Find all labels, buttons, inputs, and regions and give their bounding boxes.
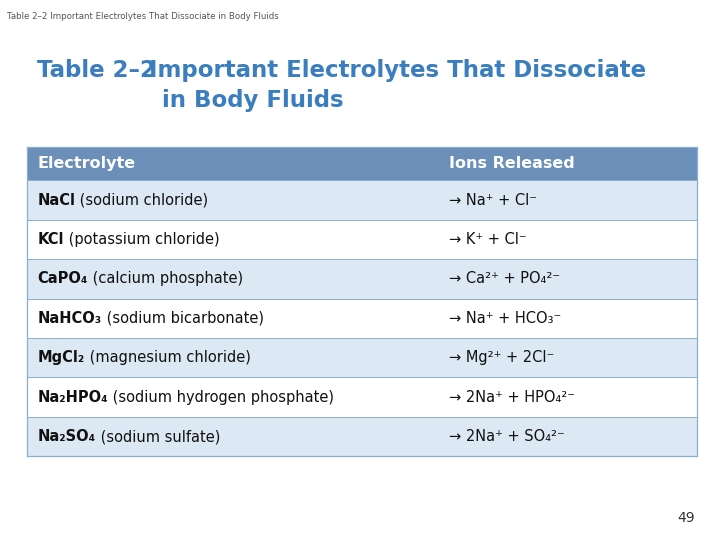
Text: (calcium phosphate): (calcium phosphate): [88, 272, 243, 286]
Bar: [27, 338, 697, 377]
Text: Na₂HPO₄: Na₂HPO₄: [37, 390, 108, 404]
Text: → Na⁺ + HCO₃⁻: → Na⁺ + HCO₃⁻: [449, 311, 562, 326]
Text: CaPO₄: CaPO₄: [37, 272, 88, 286]
Bar: [27, 259, 697, 299]
Bar: [27, 417, 697, 456]
Text: → 2Na⁺ + HPO₄²⁻: → 2Na⁺ + HPO₄²⁻: [449, 390, 575, 404]
Text: (sodium chloride): (sodium chloride): [76, 193, 209, 207]
Text: Table 2–2: Table 2–2: [37, 59, 156, 83]
Bar: [27, 220, 697, 259]
Text: NaHCO₃: NaHCO₃: [37, 311, 102, 326]
Text: 49: 49: [678, 511, 695, 525]
Text: Ions Released: Ions Released: [449, 156, 575, 171]
Bar: [27, 377, 697, 417]
Text: (sodium hydrogen phosphate): (sodium hydrogen phosphate): [108, 390, 334, 404]
Text: → 2Na⁺ + SO₄²⁻: → 2Na⁺ + SO₄²⁻: [449, 429, 565, 444]
Text: Na₂SO₄: Na₂SO₄: [37, 429, 96, 444]
Text: in Body Fluids: in Body Fluids: [162, 89, 343, 112]
Text: → Mg²⁺ + 2Cl⁻: → Mg²⁺ + 2Cl⁻: [449, 350, 554, 365]
Bar: [27, 299, 697, 338]
Bar: [27, 147, 697, 180]
Text: (sodium sulfate): (sodium sulfate): [96, 429, 220, 444]
Text: Important Electrolytes That Dissociate: Important Electrolytes That Dissociate: [149, 59, 646, 83]
Text: NaCl: NaCl: [37, 193, 76, 207]
Text: Electrolyte: Electrolyte: [37, 156, 135, 171]
Text: → Na⁺ + Cl⁻: → Na⁺ + Cl⁻: [449, 193, 537, 207]
Text: MgCl₂: MgCl₂: [37, 350, 85, 365]
Text: (potassium chloride): (potassium chloride): [64, 232, 220, 247]
Text: → K⁺ + Cl⁻: → K⁺ + Cl⁻: [449, 232, 527, 247]
Text: → Ca²⁺ + PO₄²⁻: → Ca²⁺ + PO₄²⁻: [449, 272, 560, 286]
Text: (sodium bicarbonate): (sodium bicarbonate): [102, 311, 264, 326]
Bar: [27, 180, 697, 220]
Text: (magnesium chloride): (magnesium chloride): [85, 350, 251, 365]
Text: Table 2–2 Important Electrolytes That Dissociate in Body Fluids: Table 2–2 Important Electrolytes That Di…: [7, 12, 279, 21]
Text: KCl: KCl: [37, 232, 64, 247]
